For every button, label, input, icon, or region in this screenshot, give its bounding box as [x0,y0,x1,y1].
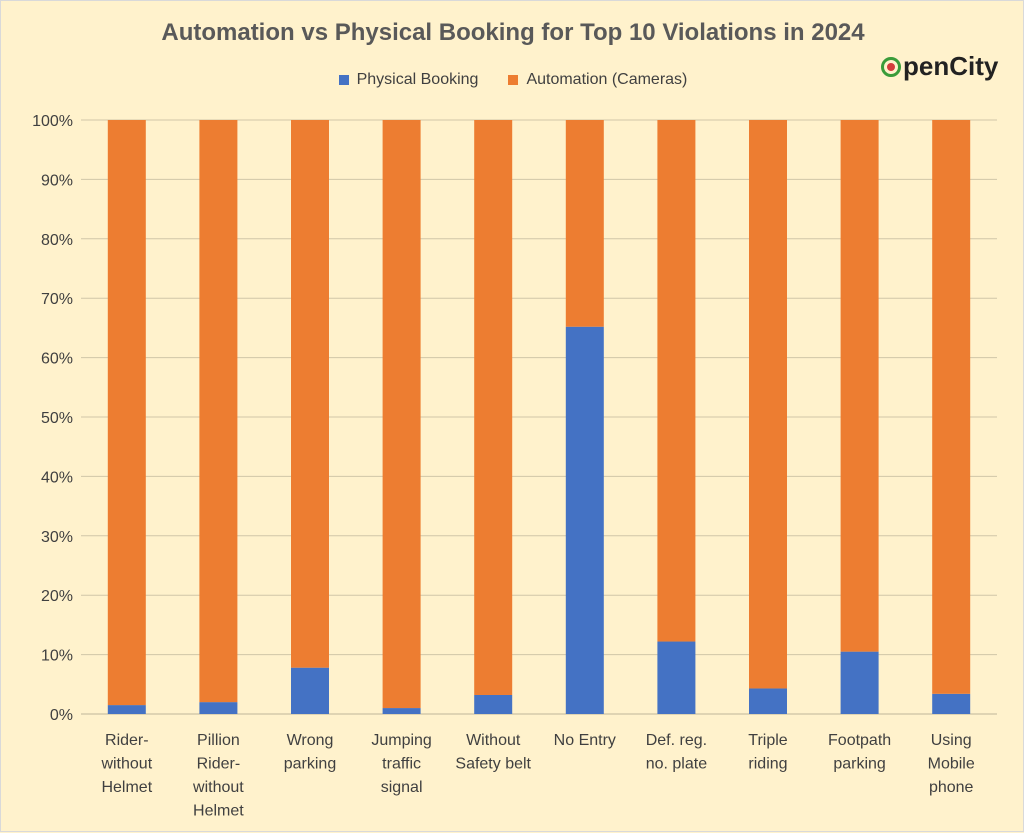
bar-physical-booking-9 [932,693,971,714]
bar-physical-booking-0 [107,705,146,714]
x-tick-label: parking [284,756,336,773]
bar-automation-1 [199,120,238,703]
legend: Physical Booking Automation (Cameras) [1,71,1024,89]
y-tick-label: 100% [32,113,73,130]
y-tick-label: 70% [41,291,73,308]
x-tick-label: Safety belt [455,756,531,773]
legend-item-automation: Automation (Cameras) [508,71,687,89]
x-tick-label: Def. reg. [646,732,707,749]
x-tick-label: traffic [382,756,421,773]
bar-automation-7 [749,120,787,689]
x-tick-label: without [192,779,244,796]
bar-physical-booking-8 [840,651,879,714]
opencity-logo: penCity [881,51,998,82]
x-tick-label: Footpath [828,732,891,749]
y-tick-label: 90% [41,172,73,189]
bar-physical-booking-6 [657,641,696,714]
y-tick-label: 0% [50,707,73,724]
bar-automation-0 [107,120,146,706]
y-tick-label: 60% [41,351,73,368]
x-tick-label: Helmet [193,803,244,820]
x-tick-label: Helmet [101,779,152,796]
bar-physical-booking-3 [382,708,421,714]
bar-automation-5 [565,120,604,327]
logo-o-icon [881,56,901,77]
x-tick-label: Using [931,732,972,749]
y-tick-label: 10% [41,648,73,665]
x-tick-label: Pillion [197,732,240,749]
y-tick-label: 40% [41,469,73,486]
x-tick-label: Without [466,732,521,749]
legend-label-automation: Automation (Cameras) [526,71,688,88]
x-tick-label: signal [381,779,423,796]
x-tick-label: riding [748,756,787,773]
legend-label-physical-booking: Physical Booking [356,71,479,88]
bar-automation-3 [382,120,421,709]
y-tick-label: 50% [41,410,73,427]
chart-title: Automation vs Physical Booking for Top 1… [161,19,865,46]
y-tick-label: 30% [41,529,73,546]
legend-item-physical-booking: Physical Booking [338,71,479,89]
bar-automation-2 [291,120,329,668]
x-tick-label: Triple [748,732,788,749]
x-tick-label: Rider- [197,756,241,773]
legend-swatch-physical-booking [338,75,349,85]
bar-automation-6 [657,120,696,642]
x-tick-label: No Entry [554,732,616,749]
y-tick-label: 20% [41,588,73,605]
x-tick-label: without [100,756,152,773]
x-tick-label: no. plate [646,756,707,773]
x-tick-label: Wrong [287,732,334,749]
bar-automation-9 [932,120,971,694]
legend-swatch-automation [508,75,519,85]
bar-physical-booking-2 [291,667,329,714]
bar-automation-8 [840,120,879,652]
x-tick-label: Jumping [371,732,431,749]
bar-physical-booking-7 [749,688,787,714]
x-tick-label: Mobile [928,756,975,773]
bar-physical-booking-5 [565,326,604,714]
y-tick-label: 80% [41,232,73,249]
x-tick-label: phone [929,779,974,796]
bar-physical-booking-1 [199,702,238,714]
x-tick-label: parking [833,756,885,773]
x-tick-label: Rider- [105,732,149,749]
bar-physical-booking-4 [474,694,513,714]
bar-automation-4 [474,120,513,695]
logo-text: penCity [903,51,999,81]
